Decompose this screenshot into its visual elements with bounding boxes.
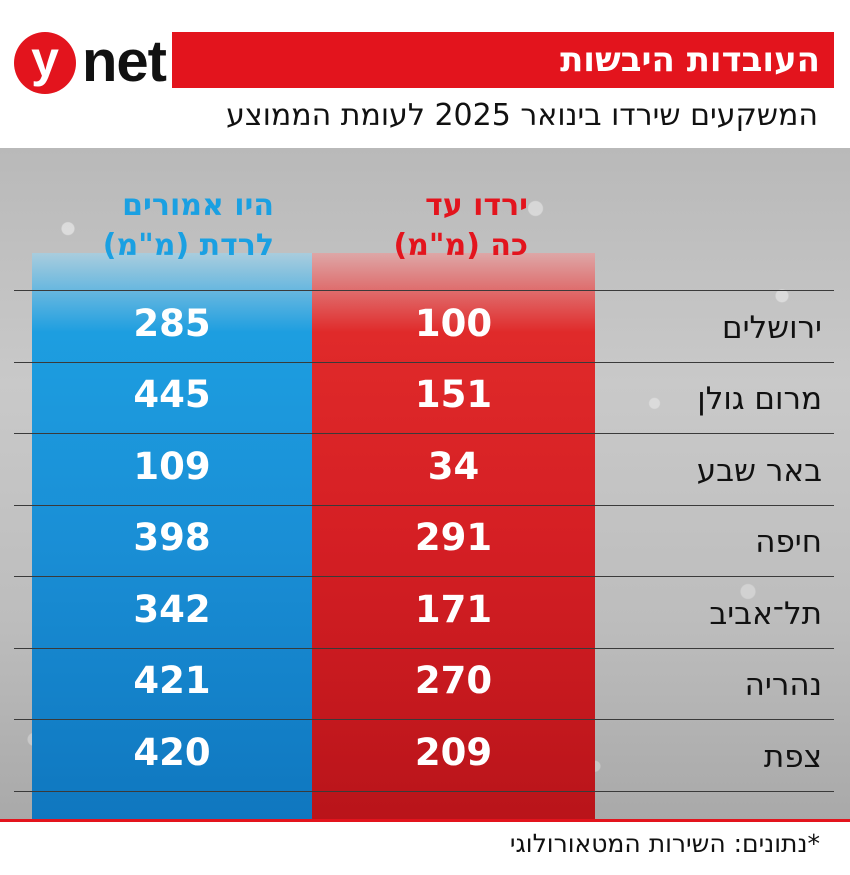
fell-column-band <box>312 253 595 820</box>
row-divider <box>14 791 834 792</box>
row-city-label: ירושלים <box>722 310 822 346</box>
row-city-label: באר שבע <box>696 453 822 489</box>
cell-expected-value: 445 <box>133 373 211 416</box>
logo-wordmark: net <box>82 29 167 94</box>
row-city-label: מרום גולן <box>697 381 822 417</box>
cell-expected-value: 421 <box>133 659 211 702</box>
cell-fell-value: 291 <box>414 516 493 559</box>
row-divider <box>14 719 834 720</box>
column-header-expected-line2: לרדת (מ"מ) <box>102 228 274 263</box>
column-header-expected-line1: היו אמורים <box>122 188 274 223</box>
cell-expected-value: 109 <box>133 445 211 488</box>
cell-fell-value: 34 <box>427 445 480 488</box>
column-header-fell-line1: ירדו עד <box>425 188 528 223</box>
row-divider <box>14 433 834 434</box>
column-header-fell: ירדו עד כה (מ"מ) <box>393 186 528 266</box>
row-city-label: נהריה <box>744 667 822 703</box>
column-header-expected: היו אמורים לרדת (מ"מ) <box>103 186 274 266</box>
cell-fell-value: 209 <box>414 731 493 774</box>
cell-fell-value: 151 <box>414 373 493 416</box>
row-divider <box>14 362 834 363</box>
ynet-logo: y net <box>14 28 167 96</box>
page-title: העובדות היבשות <box>172 32 834 88</box>
logo-circle <box>14 32 76 94</box>
row-divider <box>14 505 834 506</box>
cell-expected-value: 420 <box>133 731 211 774</box>
column-header-fell-line2: כה (מ"מ) <box>393 228 528 263</box>
row-city-label: צפת <box>763 739 822 775</box>
bottom-divider <box>0 819 850 822</box>
source-note: *נתונים: השירות המטאורולוגי <box>509 829 820 858</box>
page-subtitle: המשקעים שירדו בינואר 2025 לעומת הממוצע <box>226 98 818 133</box>
cell-expected-value: 285 <box>133 302 211 345</box>
row-city-label: תל־אביב <box>709 596 822 632</box>
cell-expected-value: 342 <box>133 588 211 631</box>
logo-mark: y <box>31 31 59 87</box>
row-divider <box>14 648 834 649</box>
cell-fell-value: 171 <box>414 588 493 631</box>
row-city-label: חיפה <box>755 524 822 560</box>
cell-fell-value: 100 <box>414 302 493 345</box>
row-divider <box>14 290 834 291</box>
cell-expected-value: 398 <box>133 516 211 559</box>
cell-fell-value: 270 <box>414 659 493 702</box>
expected-column-band <box>32 253 312 820</box>
row-divider <box>14 576 834 577</box>
